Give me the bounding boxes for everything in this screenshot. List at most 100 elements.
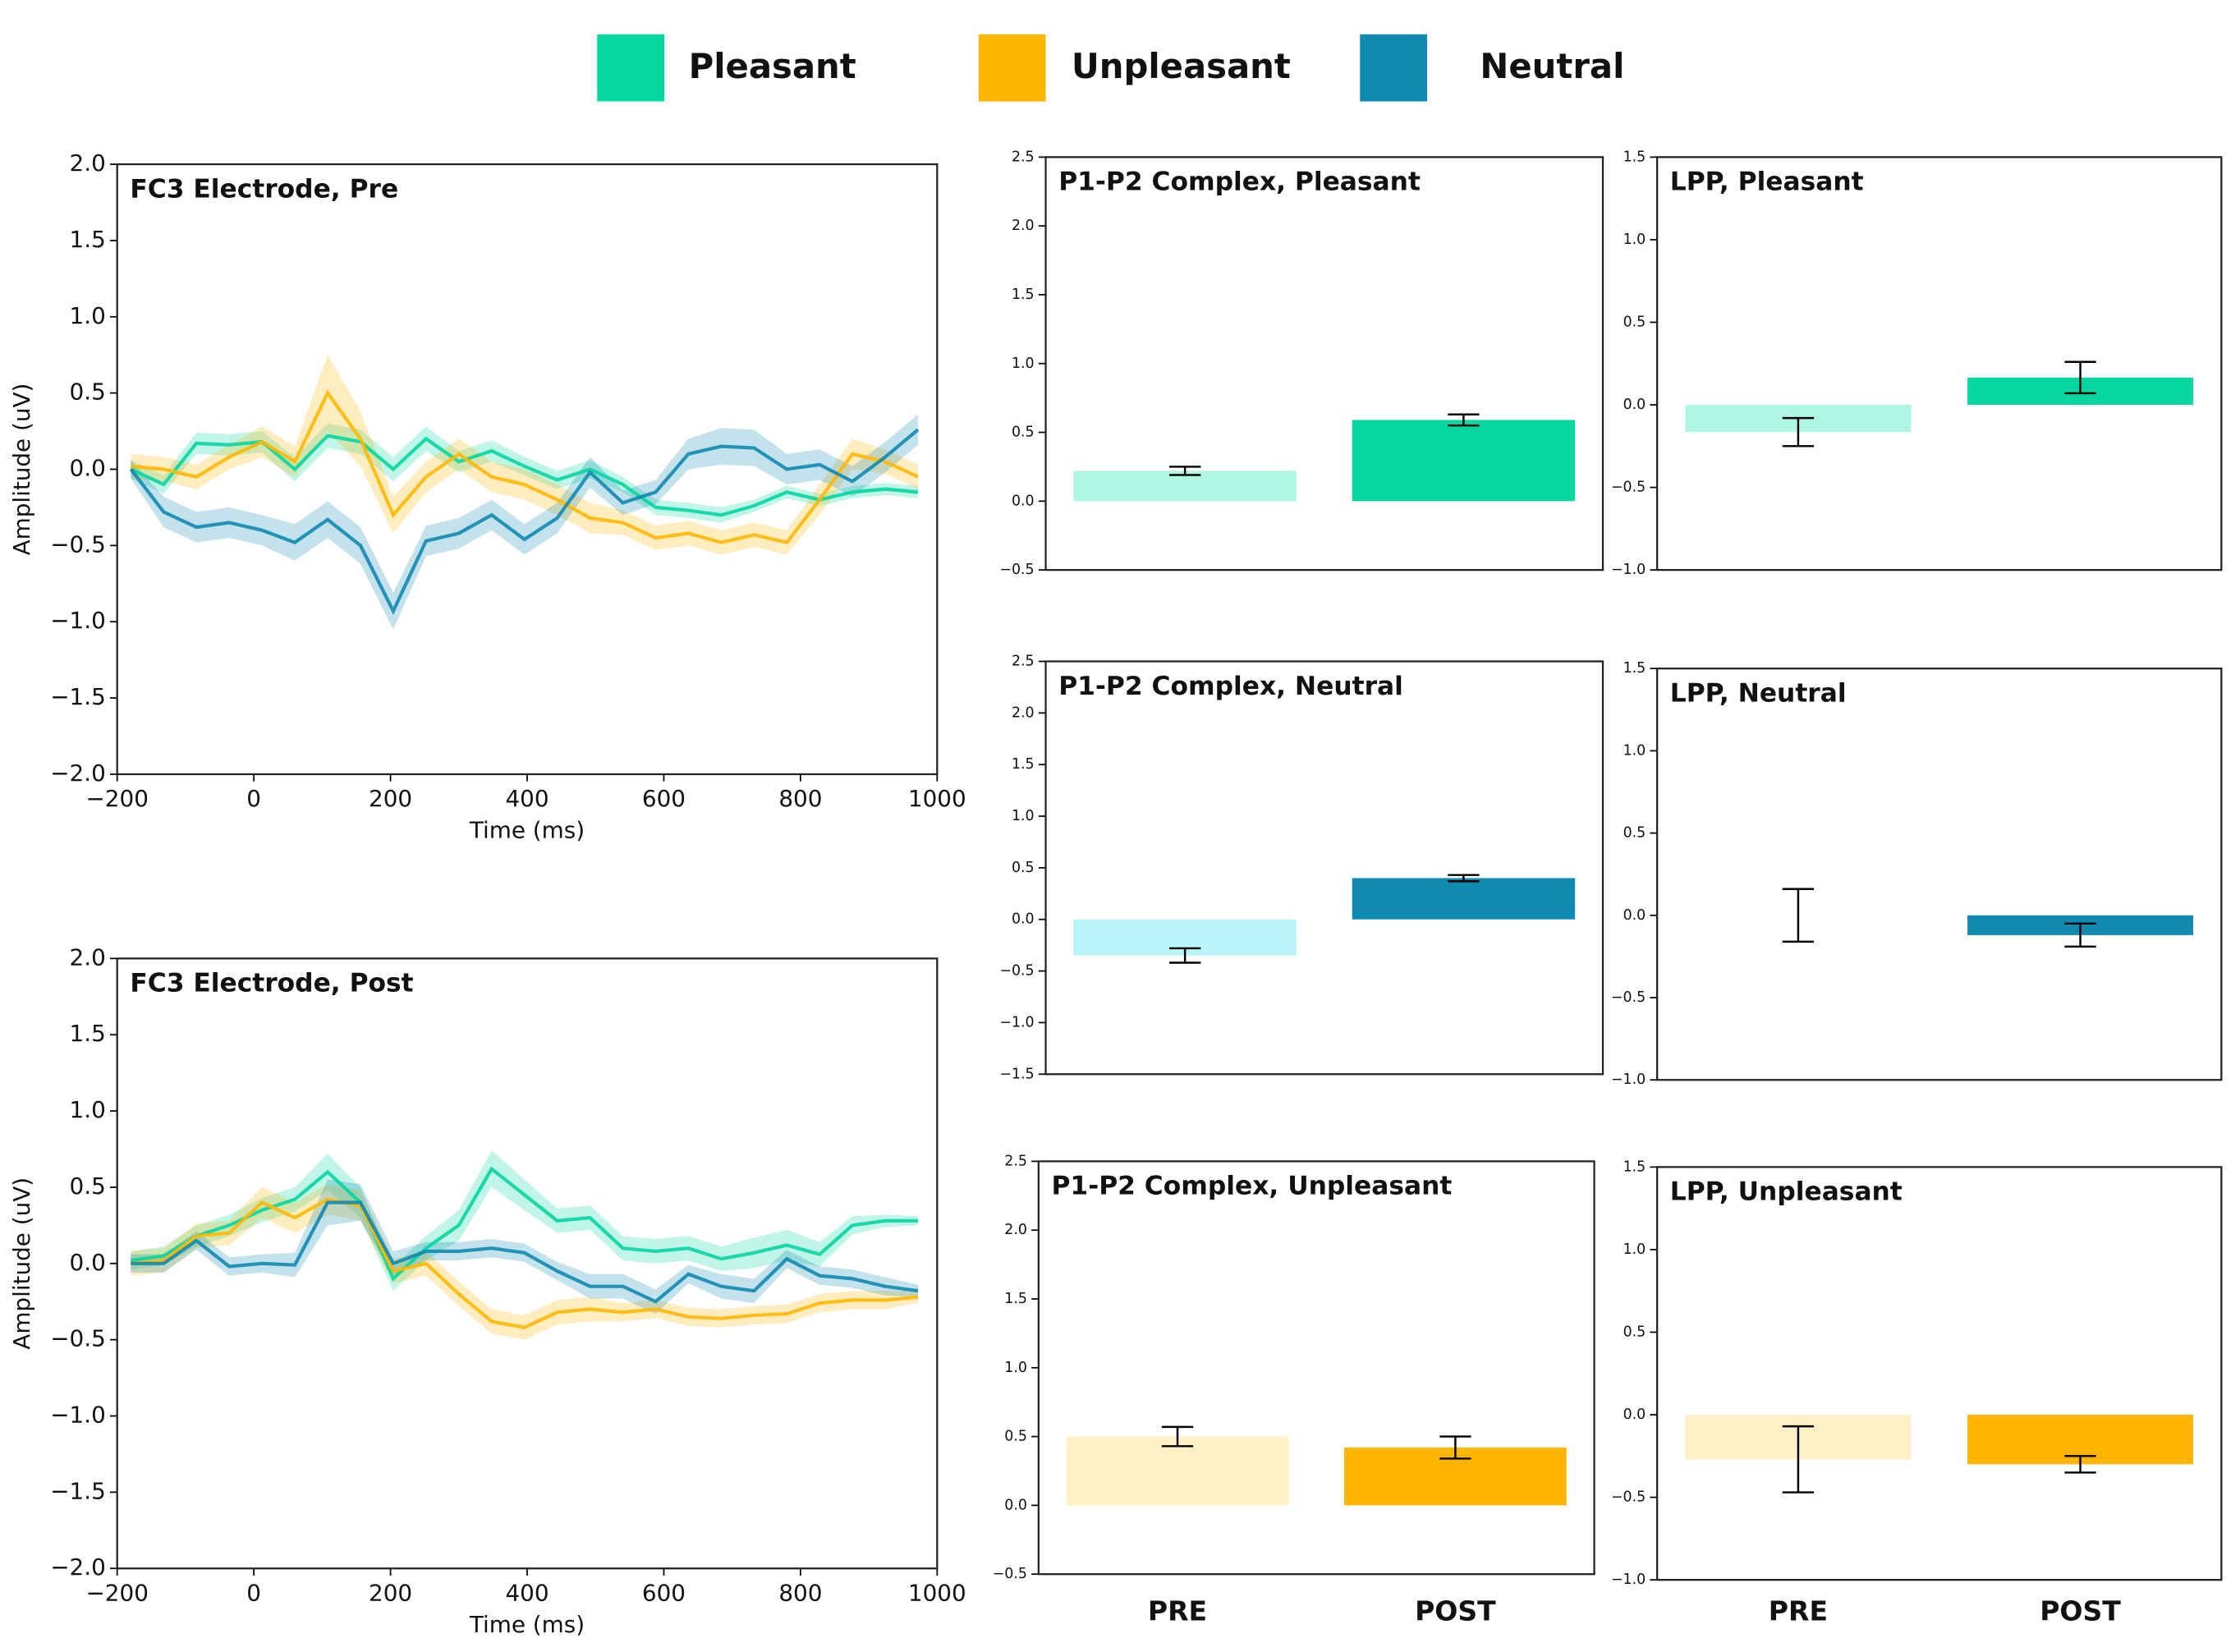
y-tick-label: 2.0 [1012, 704, 1035, 721]
legend-label: Unpleasant [1072, 46, 1291, 86]
error-bar [2064, 360, 2096, 395]
y-tick-label: 1.0 [1012, 356, 1035, 372]
y-tick-label: −1.0 [50, 607, 106, 634]
y-tick-label: 0.5 [70, 1172, 106, 1200]
y-tick-label: −1.5 [999, 1066, 1034, 1082]
y-tick-label: −1.5 [50, 683, 106, 710]
line [131, 1166, 919, 1282]
legend-label: Neutral [1480, 46, 1624, 86]
y-tick-label: 0.0 [1012, 493, 1035, 509]
line [131, 1197, 919, 1329]
y-tick-label: −1.0 [1611, 1072, 1646, 1088]
plot-frame [1044, 660, 1604, 1076]
error-band [131, 1179, 919, 1315]
y-tick-label: 2.0 [70, 943, 106, 971]
y-tick-label: 0.0 [1623, 397, 1646, 413]
y-tick-label: 1.0 [1623, 232, 1646, 248]
error-bar [2064, 1455, 2096, 1474]
y-tick-label: 1.0 [70, 302, 106, 329]
y-axis-label: Amplitude (uV) [8, 383, 35, 556]
y-tick-label: −0.5 [1611, 480, 1646, 496]
legend-swatch [1360, 34, 1428, 102]
plot-frame [1656, 668, 2223, 1081]
line [131, 389, 919, 544]
x-tick-label: 1000 [908, 1580, 966, 1607]
line [129, 428, 920, 616]
error-bar [1439, 1435, 1471, 1460]
x-axis-label: Time (ms) [469, 817, 585, 844]
y-axis-label: Amplitude (uV) [8, 1177, 35, 1350]
x-tick-label: 0 [246, 1580, 261, 1607]
y-tick-label: −1.0 [1611, 562, 1646, 578]
plot-frame [1656, 1166, 2223, 1581]
error-bar [1448, 413, 1480, 427]
error-bar [1782, 1425, 1815, 1494]
y-tick-label: 1.5 [1004, 1291, 1027, 1307]
y-tick-label: 1.0 [1623, 1241, 1646, 1258]
x-tick-label: PRE [1769, 1595, 1828, 1627]
y-tick-label: −0.5 [50, 530, 106, 558]
bar [1066, 1436, 1289, 1506]
chart-title: FC3 Electrode, Post [130, 969, 413, 998]
x-tick-label: 1000 [908, 785, 966, 812]
y-tick-label: 1.0 [70, 1096, 106, 1123]
y-tick-label: −1.0 [1611, 1572, 1646, 1588]
y-tick-label: 0.0 [1004, 1497, 1027, 1513]
x-tick-label: 0 [246, 785, 261, 812]
x-tick-label: POST [1415, 1595, 1496, 1627]
y-tick-label: −0.5 [50, 1325, 106, 1352]
y-tick-label: 0.5 [1012, 860, 1035, 876]
x-tick-label: 200 [369, 785, 412, 812]
chart-title: LPP, Pleasant [1670, 167, 1864, 197]
y-tick-label: −1.0 [999, 1014, 1034, 1030]
x-tick-label: −200 [85, 1580, 148, 1607]
chart-title: LPP, Unpleasant [1670, 1177, 1903, 1207]
error-bar [1161, 1425, 1194, 1448]
y-tick-label: 2.5 [1012, 653, 1035, 669]
legend-swatch [597, 34, 665, 102]
x-tick-label: 800 [778, 785, 822, 812]
error-band [131, 423, 919, 523]
y-tick-label: 0.5 [1623, 1324, 1646, 1340]
error-bar [1782, 416, 1815, 447]
y-tick-label: −1.5 [50, 1477, 106, 1504]
y-tick-label: 1.5 [1012, 756, 1035, 773]
error-bar [2064, 922, 2096, 948]
chart-title: P1-P2 Complex, Neutral [1058, 672, 1403, 701]
y-tick-label: 0.5 [1623, 825, 1646, 842]
chart-title: FC3 Electrode, Pre [130, 174, 398, 204]
y-tick-label: 1.5 [1623, 149, 1646, 165]
y-tick-label: 1.5 [70, 1020, 106, 1047]
y-tick-label: 1.5 [1012, 287, 1035, 303]
y-tick-label: 1.0 [1004, 1360, 1027, 1376]
y-tick-label: −0.5 [993, 1566, 1027, 1582]
y-tick-label: −0.5 [1611, 989, 1646, 1006]
y-tick-label: −1.0 [50, 1402, 106, 1429]
y-tick-label: −2.0 [50, 1553, 106, 1581]
error-bar [1448, 874, 1480, 883]
x-tick-label: 200 [369, 1580, 412, 1607]
plot-frame [116, 163, 939, 776]
y-tick-label: 2.0 [70, 149, 106, 177]
y-tick-label: 0.0 [1012, 911, 1035, 928]
y-tick-label: 1.5 [1623, 660, 1646, 677]
y-tick-label: 1.0 [1012, 808, 1035, 824]
y-tick-label: 2.0 [1012, 218, 1035, 234]
error-bar [1782, 888, 1815, 943]
x-tick-label: 600 [642, 1580, 686, 1607]
bar [1352, 878, 1576, 920]
y-tick-label: 0.0 [70, 1249, 106, 1276]
y-tick-label: 0.5 [1004, 1429, 1027, 1445]
y-tick-label: −0.5 [999, 562, 1034, 578]
y-tick-label: 1.5 [1623, 1159, 1646, 1175]
y-tick-label: 1.5 [70, 226, 106, 253]
chart-title: LPP, Neutral [1670, 679, 1847, 709]
y-tick-label: −0.5 [1611, 1489, 1646, 1506]
x-tick-label: −200 [85, 785, 148, 812]
y-tick-label: 0.0 [1623, 907, 1646, 924]
error-band [131, 355, 919, 555]
x-tick-label: 800 [778, 1580, 822, 1607]
x-tick-label: PRE [1148, 1595, 1207, 1627]
chart-title: P1-P2 Complex, Pleasant [1058, 167, 1421, 197]
y-tick-label: 2.0 [1004, 1222, 1027, 1238]
